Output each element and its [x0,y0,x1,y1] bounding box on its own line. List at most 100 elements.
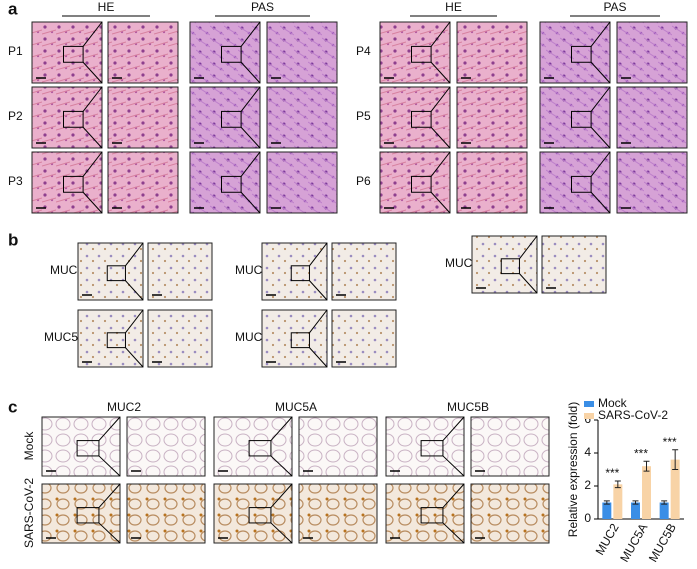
zoom-box [411,175,432,193]
x-tick-label: MUC5B [646,521,679,564]
micrograph [189,86,261,149]
zoom-box [248,440,272,457]
row-label: P4 [356,44,371,58]
micrograph [147,242,213,301]
row-label: P1 [8,44,23,58]
zoom-line [430,61,451,84]
zoom-line [430,126,451,149]
legend-label: SARS-CoV-2 [598,408,668,422]
micrograph [266,86,338,149]
micrograph [266,21,338,84]
zoom-box [76,507,100,524]
zoom-line [98,522,121,544]
zoom-box [411,45,432,63]
row-label: SARS-CoV-2 [22,478,36,548]
zoom-line [82,126,103,149]
zoom-line [125,242,144,267]
zoom-box [106,332,126,349]
bar [642,466,651,519]
micrograph [616,86,688,149]
zoom-box [411,110,432,128]
column-header: MUC5A [275,400,317,414]
micrograph [213,416,293,477]
zoom-box [63,110,84,128]
column-header: HE [98,0,115,14]
zoom-line [82,191,103,214]
zoom-line [240,21,261,47]
zoom-line [442,416,465,441]
zoom-line [270,483,293,508]
zoom-line [98,483,121,508]
zoom-line [98,455,121,477]
zoom-line [240,191,261,214]
legend-label: Mock [598,396,628,410]
zoom-line [125,347,144,368]
micrograph [107,21,179,84]
zoom-box [221,175,242,193]
zoom-line [240,126,261,149]
zoom-line [98,416,121,441]
row-label: Mock [22,431,36,461]
micrograph [147,309,213,368]
zoom-line [309,280,328,301]
zoom-box [420,440,444,457]
column-header: MUC2 [107,400,141,414]
zoom-line [240,86,261,112]
zoom-box [290,265,310,282]
zoom-line [442,455,465,477]
y-tick-label: 6 [584,412,591,426]
zoom-box [571,45,592,63]
micrograph [266,151,338,214]
micrograph [41,416,121,477]
zoom-box [571,110,592,128]
micrograph [456,151,528,214]
micrograph [539,86,611,149]
column-header: PAS [251,0,274,14]
zoom-line [442,483,465,508]
zoom-box [76,440,100,457]
micrograph [471,235,538,294]
bar [613,484,623,519]
micrograph [31,21,103,84]
y-tick-label: 0 [584,511,591,525]
zoom-box [571,175,592,193]
micrograph [470,416,550,477]
row-label: P2 [8,109,23,123]
panel-label: b [8,230,18,249]
micrograph [77,242,144,301]
stain-label: MUC6 [235,263,269,277]
zoom-line [309,347,328,368]
zoom-line [430,151,451,177]
error-bar [603,500,610,505]
zoom-line [240,61,261,84]
error-bar [661,500,668,505]
zoom-line [270,522,293,544]
micrograph [541,235,607,294]
y-tick-label: 4 [584,445,591,459]
zoom-line [590,191,611,214]
stain-label: MUC2 [50,263,84,277]
legend-swatch [584,401,594,407]
zoom-box [221,45,242,63]
stain-label: MUC7 [235,330,269,344]
zoom-line [309,309,328,334]
micrograph [126,416,206,477]
micrograph [331,309,397,368]
micrograph [385,416,465,477]
zoom-line [430,191,451,214]
column-header: HE [445,0,462,14]
zoom-line [270,455,293,477]
stain-label: MUC5A [44,330,86,344]
zoom-box [290,332,310,349]
micrograph [31,151,103,214]
panel-label: c [8,397,17,416]
micrograph [456,21,528,84]
zoom-line [82,21,103,47]
error-bar [632,500,639,505]
zoom-line [240,151,261,177]
micrograph [616,151,688,214]
micrograph [261,242,328,301]
zoom-box [248,507,272,524]
row-label: P6 [356,174,371,188]
